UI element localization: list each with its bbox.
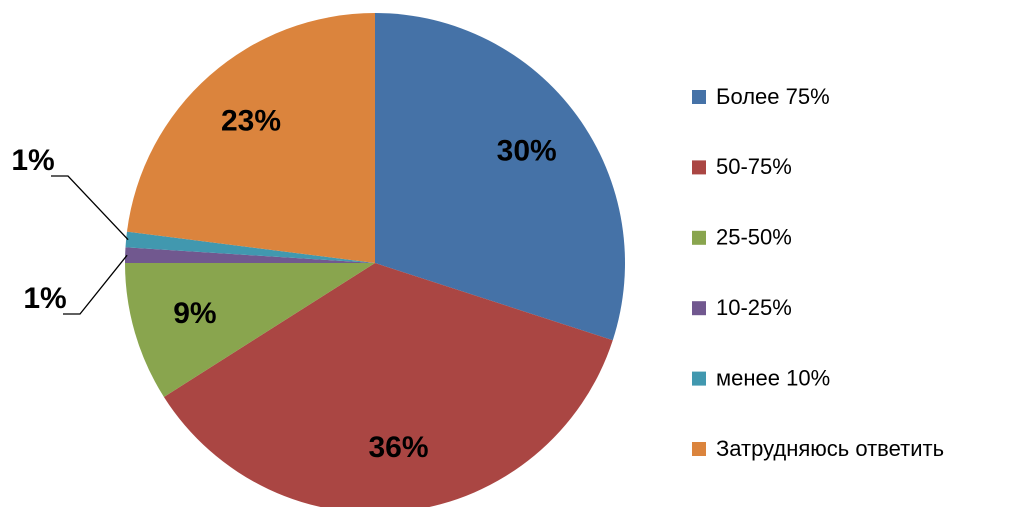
leader-line: [51, 175, 129, 241]
legend-label: 50-75%: [716, 154, 792, 179]
legend-swatch: [692, 230, 706, 245]
pie-slice: [163, 263, 613, 507]
data-label: 9%: [173, 297, 216, 330]
legend-label: 25-50%: [716, 225, 792, 250]
legend-label: Более 75%: [716, 84, 830, 109]
data-label: 1%: [23, 282, 66, 315]
pie-slice: [126, 13, 376, 263]
legend-label: 10-25%: [716, 295, 792, 320]
legend-swatch: [692, 442, 706, 456]
leader-line: [63, 254, 128, 315]
data-label: 36%: [368, 431, 428, 464]
pie-slice: [375, 13, 625, 341]
legend-swatch: [692, 371, 706, 386]
data-label: 1%: [11, 144, 54, 177]
data-label: 23%: [221, 104, 281, 137]
pie-slice: [125, 247, 375, 263]
data-label: 30%: [497, 135, 557, 168]
legend-label: Затрудняюсь ответить: [716, 436, 944, 461]
pie-slice: [125, 263, 375, 397]
legend-swatch: [692, 301, 706, 316]
pie-slice: [125, 231, 375, 263]
legend-swatch: [692, 160, 706, 175]
legend-label: менее 10%: [716, 365, 830, 390]
legend-swatch: [692, 90, 706, 104]
